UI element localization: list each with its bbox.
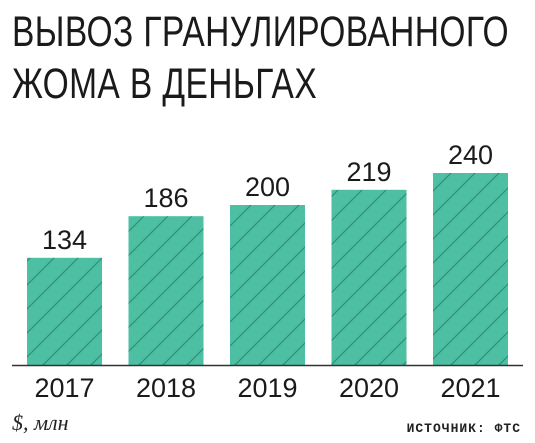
x-tick-label-2021: 2021 xyxy=(440,373,500,403)
bar-2019 xyxy=(230,205,305,365)
value-label-2020: 219 xyxy=(346,157,391,187)
chart-title-line-1: ВЫВОЗ ГРАНУЛИРОВАННОГО xyxy=(12,8,510,56)
bar-2017 xyxy=(27,257,102,365)
chart-title: ВЫВОЗ ГРАНУЛИРОВАННОГО ЖОМА В ДЕНЬГАХ xyxy=(12,6,509,110)
x-tick-label-2020: 2020 xyxy=(339,373,399,403)
value-labels-group: 134 186 200 219 240 xyxy=(42,140,493,255)
unit-label: $, млн xyxy=(12,410,69,435)
bars-group xyxy=(27,173,508,365)
bar-2020 xyxy=(331,189,407,365)
x-tick-labels-group: 2017 2018 2019 2020 2021 xyxy=(34,373,500,403)
value-label-2017: 134 xyxy=(42,225,87,255)
x-tick-label-2017: 2017 xyxy=(34,373,94,403)
chart-title-line-2: ЖОМА В ДЕНЬГАХ xyxy=(12,60,318,108)
x-tick-label-2019: 2019 xyxy=(237,373,297,403)
x-tick-label-2018: 2018 xyxy=(136,373,196,403)
value-label-2021: 240 xyxy=(448,140,493,170)
value-label-2019: 200 xyxy=(245,172,290,202)
bar-2021 xyxy=(433,173,508,365)
bar-2018 xyxy=(128,216,204,365)
source-label: ИСТОЧНИК: ФТС xyxy=(406,421,521,436)
value-label-2018: 186 xyxy=(143,183,188,213)
